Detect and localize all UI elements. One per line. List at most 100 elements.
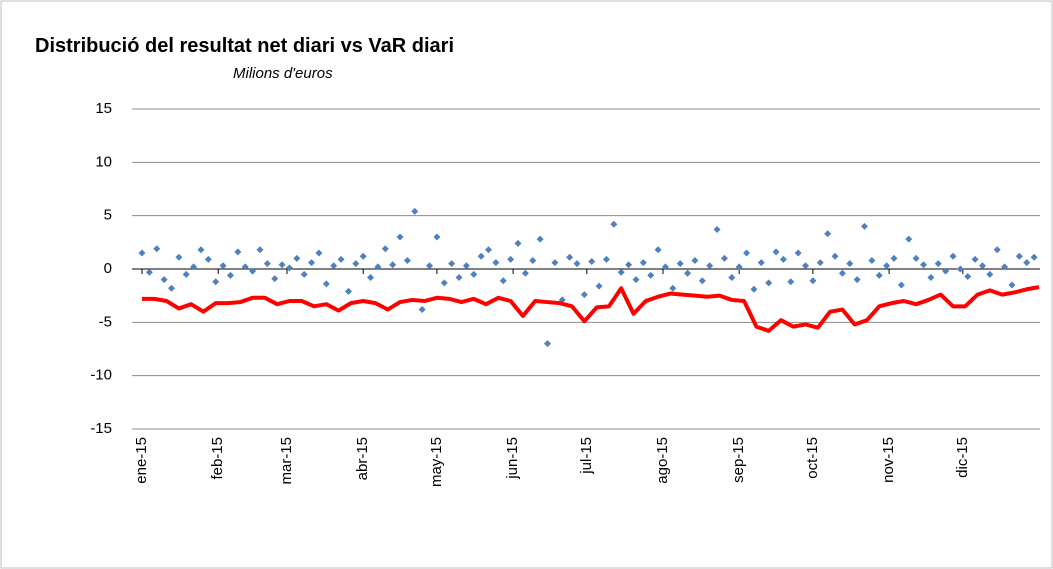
x-tick-label: mar-15	[278, 437, 295, 485]
y-tick-label: -5	[99, 313, 112, 330]
scatter-point	[241, 263, 249, 271]
scatter-point	[492, 259, 500, 267]
scatter-point	[322, 280, 330, 288]
scatter-point	[330, 262, 338, 270]
scatter-point	[278, 261, 286, 269]
scatter-point	[971, 255, 979, 263]
scatter-point	[411, 207, 419, 215]
scatter-point	[344, 287, 352, 295]
y-tick-label: 5	[104, 207, 112, 224]
scatter-point	[263, 260, 271, 268]
scatter-point	[1008, 281, 1016, 289]
y-tick-label: 10	[95, 153, 112, 170]
scatter-point	[816, 259, 824, 267]
scatter-point	[1030, 253, 1038, 261]
scatter-point	[462, 262, 470, 270]
scatter-point	[293, 254, 301, 262]
scatter-point	[794, 249, 802, 257]
scatter-point	[389, 261, 397, 269]
scatter-point	[514, 239, 522, 247]
y-tick-label: 15	[95, 100, 112, 117]
scatter-point	[536, 235, 544, 243]
scatter-point	[470, 270, 478, 278]
scatter-point	[167, 284, 175, 292]
scatter-point	[145, 268, 153, 276]
scatter-point	[934, 260, 942, 268]
scatter-point	[226, 271, 234, 279]
scatter-point	[175, 253, 183, 261]
y-tick-label: -15	[90, 420, 112, 437]
scatter-point	[433, 233, 441, 241]
scatter-point	[809, 277, 817, 285]
scatter-point	[588, 258, 596, 266]
x-tick-label: oct-15	[804, 437, 821, 479]
scatter-point	[440, 279, 448, 287]
scatter-point	[610, 220, 618, 228]
chart-title: Distribució del resultat net diari vs Va…	[35, 35, 454, 57]
scatter-point	[551, 259, 559, 267]
scatter-point	[853, 276, 861, 284]
scatter-point	[418, 306, 426, 314]
y-tick-label: -10	[90, 367, 112, 384]
scatter-point	[964, 272, 972, 280]
scatter-point	[190, 263, 198, 271]
scatter-point	[986, 270, 994, 278]
scatter-point	[890, 254, 898, 262]
scatter-point	[529, 256, 537, 264]
scatter-point	[654, 246, 662, 254]
scatter-point	[757, 259, 765, 267]
x-tick-label: may-15	[428, 437, 445, 487]
scatter-point	[883, 262, 891, 270]
scatter-point	[905, 235, 913, 243]
scatter-point	[234, 248, 242, 256]
scatter-point	[499, 277, 507, 285]
scatter-point	[256, 246, 264, 254]
scatter-point	[426, 262, 434, 270]
scatter-point	[573, 260, 581, 268]
scatter-point	[698, 277, 706, 285]
scatter-point	[743, 249, 751, 257]
scatter-point	[927, 274, 935, 282]
scatter-point	[448, 260, 456, 268]
x-tick-label: jul-15	[578, 437, 595, 475]
scatter-point	[897, 281, 905, 289]
x-tick-label: abr-15	[354, 437, 371, 480]
scatter-point	[352, 260, 360, 268]
scatter-point	[942, 267, 950, 275]
scatter-point	[1015, 252, 1023, 260]
scatter-point	[485, 246, 493, 254]
scatter-point	[661, 263, 669, 271]
scatter-point	[580, 291, 588, 299]
scatter-point	[956, 265, 964, 273]
scatter-point	[595, 282, 603, 290]
scatter-point	[772, 248, 780, 256]
scatter-point	[691, 256, 699, 264]
scatter-point	[212, 278, 220, 286]
scatter-point	[713, 226, 721, 234]
scatter-point	[507, 255, 515, 263]
scatter-point	[919, 261, 927, 269]
scatter-point	[396, 233, 404, 241]
scatter-point	[978, 262, 986, 270]
scatter-point	[861, 222, 869, 230]
scatter-point	[632, 276, 640, 284]
x-tick-label: dic-15	[954, 437, 971, 478]
scatter-point	[602, 255, 610, 263]
scatter-point	[949, 252, 957, 260]
scatter-point	[1001, 263, 1009, 271]
scatter-point	[728, 274, 736, 282]
scatter-point	[521, 269, 529, 277]
scatter-point	[300, 270, 308, 278]
scatter-point	[824, 230, 832, 238]
scatter-point	[566, 253, 574, 261]
x-tick-label: nov-15	[880, 437, 897, 483]
scatter-point	[367, 274, 375, 282]
scatter-point	[647, 271, 655, 279]
scatter-point	[477, 252, 485, 260]
scatter-point	[219, 262, 227, 270]
scatter-point	[912, 254, 920, 262]
scatter-point	[750, 285, 758, 293]
scatter-point	[160, 276, 168, 284]
